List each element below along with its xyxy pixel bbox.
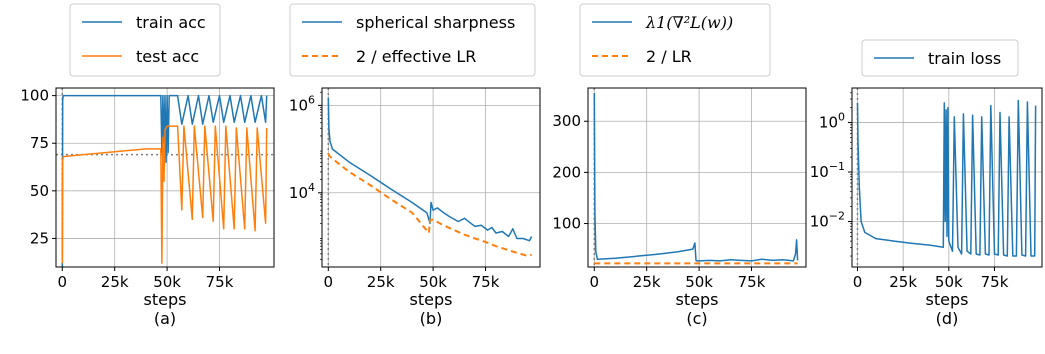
x-tick-label: 75k: [472, 273, 500, 291]
x-axis-label: steps: [926, 290, 969, 309]
x-axis-label: steps: [410, 290, 453, 309]
axes-frame: [851, 87, 1043, 268]
x-tick-label: 25k: [889, 273, 917, 291]
legend-label: spherical sharpness: [356, 13, 515, 32]
x-tick-label: 25k: [101, 273, 129, 291]
series-line-2: [327, 152, 532, 257]
y-tick-label: 100: [819, 111, 845, 132]
legend: train acc test acc: [69, 3, 221, 77]
y-tick-label: 10−2: [810, 209, 845, 230]
x-tick-label: 50k: [153, 273, 181, 291]
legend-label: test acc: [136, 47, 199, 66]
legend: λ1(∇²L(w)) 2 / LR: [579, 3, 771, 77]
x-axis-label: steps: [144, 290, 187, 309]
x-tick-label: 50k: [419, 273, 447, 291]
plot-area: [56, 88, 274, 267]
y-tick-label: 200: [552, 163, 581, 181]
panel-caption: (a): [154, 309, 176, 328]
x-tick-label: 0: [853, 273, 863, 291]
chart-panel-c: 0 25k 50k 75k 100 200 300 steps(c) λ1(∇²L(w)) 2 /…: [552, 3, 807, 328]
axes-frame: [55, 87, 275, 268]
x-tick-label: 25k: [633, 273, 661, 291]
x-tick-label: 75k: [738, 273, 766, 291]
x-tick-label: 75k: [206, 273, 234, 291]
series-line-1: [856, 99, 1037, 257]
x-tick-label: 50k: [935, 273, 963, 291]
legend: spherical sharpness 2 / effective LR: [289, 3, 536, 77]
legend-label: train acc: [136, 13, 206, 32]
legend-label: λ1(∇²L(w)): [645, 13, 733, 32]
y-tick-label: 300: [552, 112, 581, 130]
y-tick-label: 100: [20, 87, 49, 105]
y-tick-label: 50: [30, 182, 49, 200]
chart-panel-b: 0 25k 50k 75k 104 106 steps(b) spherical sharpn…: [289, 3, 541, 328]
series-line-1: [61, 94, 268, 267]
legend: train loss: [861, 39, 1019, 77]
x-tick-label: 0: [590, 273, 600, 291]
panel-caption: (c): [686, 309, 707, 328]
y-tick-label: 10−1: [810, 160, 845, 181]
plot-area: [593, 88, 799, 267]
y-tick-label: 106: [289, 93, 315, 114]
chart-panel-a: 0 25k 50k 75k 25 50 75 100 steps(a) train acc test…: [20, 3, 275, 328]
x-tick-label: 50k: [685, 273, 713, 291]
chart-panel-d: 0 25k 50k 75k 10−2 10−1 100 steps(d) train loss: [810, 39, 1043, 328]
x-tick-label: 75k: [981, 273, 1009, 291]
panel-caption: (d): [936, 309, 959, 328]
y-tick-label: 25: [30, 229, 49, 247]
legend-label: 2 / LR: [646, 47, 692, 66]
axes-frame: [587, 87, 807, 268]
legend-frame: [861, 39, 1019, 77]
panel-caption: (b): [420, 309, 443, 328]
series-line-2: [61, 125, 268, 264]
y-tick-label: 75: [30, 134, 49, 152]
plot-area: [856, 88, 1037, 267]
plot-area: [327, 88, 533, 267]
y-tick-label: 100: [552, 215, 581, 233]
x-tick-label: 0: [324, 273, 334, 291]
x-axis-label: steps: [676, 290, 719, 309]
x-tick-label: 25k: [367, 273, 395, 291]
series-line-1: [327, 97, 533, 242]
legend-label: train loss: [928, 49, 1001, 68]
legend-label: 2 / effective LR: [356, 47, 476, 66]
legend-frame: [289, 3, 536, 77]
axes-frame: [321, 87, 541, 268]
x-tick-label: 0: [58, 273, 68, 291]
series-line-1: [593, 93, 799, 262]
y-tick-label: 104: [289, 181, 315, 202]
